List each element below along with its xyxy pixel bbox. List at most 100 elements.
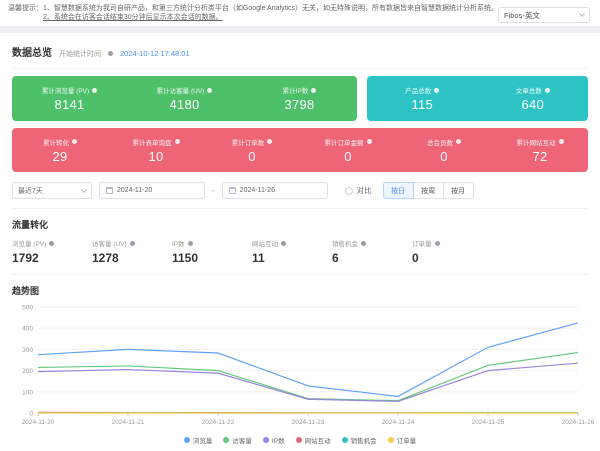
summary-panel-red: 累计转化 29 累计表单询盘 10 累计订单数 0 累计订单金额 0 总会员数 … xyxy=(12,128,588,172)
svg-text:2024-11-20: 2024-11-20 xyxy=(22,419,55,426)
trend-chart-svg: 0 100 200 300 400 500 2024-11-20 2024-11-21 2024… xyxy=(22,305,595,427)
summary-panel-green: 累计浏览量 (PV) 8141 累计访客量 (UV) 4180 累计IP数 37… xyxy=(12,76,357,121)
stat-card-site-interactions: 累计网站互动 72 xyxy=(492,137,588,164)
stat-value: 0 xyxy=(412,251,419,265)
info-icon[interactable] xyxy=(434,240,440,246)
page-header: 数据总览 开始统计时间 2024-10-12 17:48:01 xyxy=(12,33,588,59)
stat-label: 文章总数 xyxy=(515,88,542,95)
date-range-select[interactable]: 最近7天 xyxy=(12,182,92,199)
legend-dot-icon xyxy=(262,437,269,443)
stat-label: 累计IP数 xyxy=(282,88,309,95)
stat-label: 累计访客量 (UV) xyxy=(156,88,205,95)
main-panel: 数据总览 开始统计时间 2024-10-12 17:48:01 累计浏览量 (P… xyxy=(0,33,600,451)
stat-value: 0 xyxy=(248,148,256,164)
stat-label: 累计浏览量 (PV) xyxy=(41,88,90,95)
legend-label: 销售机会 xyxy=(350,438,377,445)
legend-item[interactable]: 销售机会 xyxy=(341,435,377,445)
info-icon[interactable] xyxy=(544,87,550,93)
traffic-stat-sales-leads: 销售机会 6 xyxy=(332,238,412,265)
page-title: 数据总览 xyxy=(12,48,52,59)
trend-section-title: 趋势图 xyxy=(12,286,40,296)
legend-item[interactable]: 访客量 xyxy=(223,435,252,445)
info-icon[interactable] xyxy=(49,240,55,246)
stat-value: 29 xyxy=(52,148,68,164)
svg-text:400: 400 xyxy=(22,326,33,333)
stat-card-orders: 累计订单数 0 xyxy=(204,137,300,164)
info-icon[interactable] xyxy=(207,87,213,93)
stat-label: IP数 xyxy=(172,241,185,248)
legend-label: 网站互动 xyxy=(304,438,331,445)
svg-text:300: 300 xyxy=(22,347,33,354)
info-icon[interactable] xyxy=(558,139,564,144)
svg-text:2024-11-25: 2024-11-25 xyxy=(472,419,505,426)
svg-text:2024-11-24: 2024-11-24 xyxy=(382,419,415,426)
info-icon[interactable] xyxy=(366,139,372,144)
by-month-button[interactable]: 按月 xyxy=(442,182,474,199)
site-select[interactable]: Fibos-英文 xyxy=(498,7,591,23)
stat-card-form-inquiries: 累计表单询盘 10 xyxy=(108,137,204,164)
end-date-input[interactable]: 2024-11-26 xyxy=(221,182,328,199)
stat-value: 8141 xyxy=(54,97,85,112)
legend-item[interactable]: 浏览量 xyxy=(183,435,212,445)
stat-label: 累计转化 xyxy=(43,139,69,147)
stat-value: 0 xyxy=(440,148,448,164)
stat-value: 3798 xyxy=(284,97,315,112)
stat-value: 640 xyxy=(521,97,545,112)
stat-value: 10 xyxy=(148,148,164,164)
stat-label: 总会员数 xyxy=(427,139,453,147)
info-icon[interactable] xyxy=(281,240,286,246)
date-separator: - xyxy=(212,186,215,195)
info-icon[interactable] xyxy=(456,139,461,144)
info-icon[interactable] xyxy=(434,87,440,93)
start-date-input[interactable]: 2024-11-20 xyxy=(99,182,205,199)
stat-label: 网站互动 xyxy=(252,241,278,248)
info-icon[interactable] xyxy=(267,139,273,144)
granularity-button-group: 按日 按周 按月 xyxy=(382,182,474,199)
stat-value: 72 xyxy=(532,148,548,164)
stat-value: 1150 xyxy=(172,251,199,265)
info-icon[interactable] xyxy=(361,240,366,246)
legend-dot-icon xyxy=(183,437,190,443)
traffic-stat-pv: 浏览量 (PV) 1792 xyxy=(12,238,92,265)
divider xyxy=(12,68,588,69)
compare-checkbox[interactable] xyxy=(344,186,353,195)
info-icon[interactable] xyxy=(187,240,193,246)
stat-label: 销售机会 xyxy=(332,241,358,248)
legend-label: 订单量 xyxy=(396,438,417,445)
legend-item[interactable]: 订单量 xyxy=(387,435,417,445)
info-icon[interactable] xyxy=(72,139,77,144)
notice-line-1: 1、智慧数据系统为我司自研产品，和第三方统计分析类平台（如Google Anal… xyxy=(43,5,499,12)
by-day-button[interactable]: 按日 xyxy=(382,182,414,199)
info-icon[interactable] xyxy=(108,51,113,56)
stat-card-uv-total: 累计访客量 (UV) 4180 xyxy=(127,85,242,112)
traffic-section-title: 流量转化 xyxy=(12,220,49,230)
chart-legend: 浏览量 访客量 IP数 网站互动 销售机会 订单量 xyxy=(12,435,588,445)
stat-value: 0 xyxy=(344,148,352,164)
traffic-stats-row: 浏览量 (PV) 1792 访客量 (UV) 1278 IP数 1150 网站互… xyxy=(12,238,588,265)
info-icon[interactable] xyxy=(311,87,317,93)
chevron-down-icon xyxy=(81,186,87,193)
by-week-button[interactable]: 按周 xyxy=(412,182,444,199)
info-icon[interactable] xyxy=(174,139,180,144)
chevron-down-icon xyxy=(579,11,585,17)
legend-label: 访客量 xyxy=(232,438,252,445)
calendar-icon xyxy=(106,187,113,194)
stat-card-products: 产品总数 115 xyxy=(367,85,478,112)
stat-card-conversions: 累计转化 29 xyxy=(12,137,108,164)
start-time-label: 开始统计时间 xyxy=(59,51,101,58)
stat-card-members: 总会员数 0 xyxy=(396,137,492,164)
info-icon[interactable] xyxy=(129,240,135,246)
legend-dot-icon xyxy=(223,437,230,443)
traffic-stat-uv: 访客量 (UV) 1278 xyxy=(92,238,172,265)
svg-text:100: 100 xyxy=(22,389,33,396)
legend-item[interactable]: IP数 xyxy=(262,435,285,445)
traffic-stat-ip: IP数 1150 xyxy=(172,238,252,265)
legend-item[interactable]: 网站互动 xyxy=(295,435,331,445)
svg-text:0: 0 xyxy=(29,411,33,418)
stat-card-articles: 文章总数 640 xyxy=(478,85,589,112)
svg-text:2024-11-22: 2024-11-22 xyxy=(202,419,235,426)
compare-label: 对比 xyxy=(356,186,372,195)
stat-label: 累计订单金额 xyxy=(324,139,364,147)
legend-dot-icon xyxy=(295,437,302,443)
info-icon[interactable] xyxy=(92,87,98,93)
